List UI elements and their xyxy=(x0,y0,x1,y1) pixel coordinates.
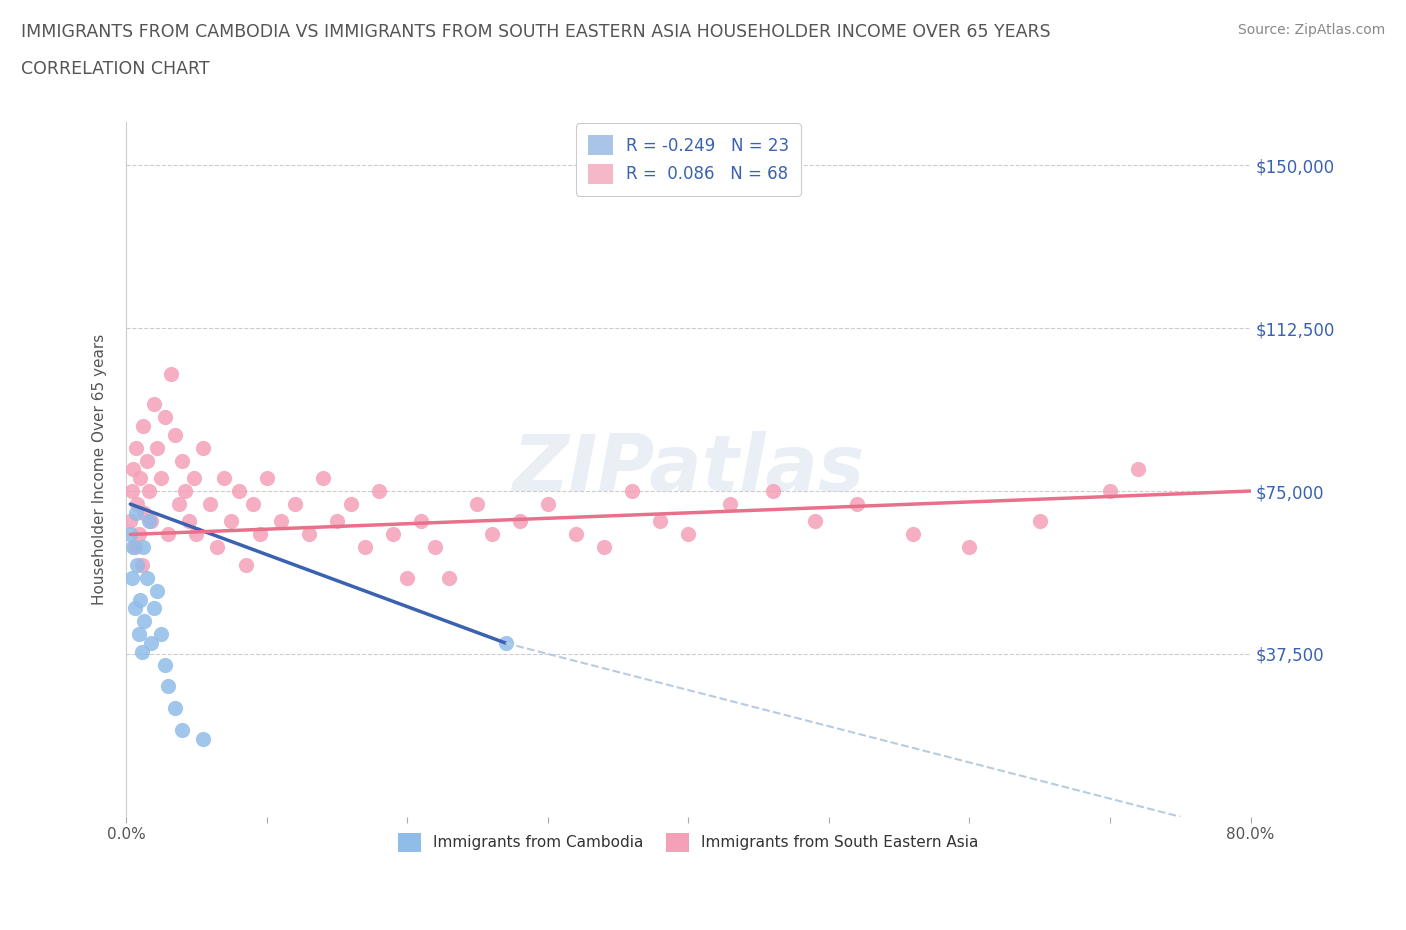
Point xyxy=(284,497,307,512)
Point xyxy=(901,527,924,542)
Point xyxy=(804,514,827,529)
Point xyxy=(326,514,349,529)
Point xyxy=(762,484,785,498)
Point xyxy=(128,527,150,542)
Point xyxy=(124,540,146,555)
Point xyxy=(368,484,391,498)
Point xyxy=(120,527,142,542)
Point xyxy=(155,658,177,672)
Point xyxy=(298,527,321,542)
Point xyxy=(121,570,143,585)
Point xyxy=(138,484,160,498)
Point xyxy=(720,497,742,512)
Point xyxy=(124,601,146,616)
Point xyxy=(132,540,155,555)
Point xyxy=(1098,484,1121,498)
Point xyxy=(146,440,169,455)
Point xyxy=(165,700,187,715)
Point xyxy=(143,601,166,616)
Point xyxy=(132,418,155,433)
Point xyxy=(169,497,191,512)
Point xyxy=(134,505,156,520)
Point xyxy=(678,527,700,542)
Point xyxy=(165,427,187,442)
Point xyxy=(186,527,208,542)
Point xyxy=(411,514,433,529)
Point xyxy=(174,484,197,498)
Point xyxy=(249,527,271,542)
Point xyxy=(157,527,180,542)
Point xyxy=(136,453,159,468)
Text: IMMIGRANTS FROM CAMBODIA VS IMMIGRANTS FROM SOUTH EASTERN ASIA HOUSEHOLDER INCOM: IMMIGRANTS FROM CAMBODIA VS IMMIGRANTS F… xyxy=(21,23,1050,41)
Point xyxy=(593,540,616,555)
Legend: Immigrants from Cambodia, Immigrants from South Eastern Asia: Immigrants from Cambodia, Immigrants fro… xyxy=(392,827,984,857)
Y-axis label: Householder Income Over 65 years: Householder Income Over 65 years xyxy=(93,334,107,604)
Point xyxy=(200,497,222,512)
Point xyxy=(122,540,145,555)
Point xyxy=(256,471,278,485)
Point xyxy=(382,527,405,542)
Point xyxy=(537,497,560,512)
Point xyxy=(846,497,869,512)
Point xyxy=(150,471,173,485)
Point xyxy=(235,557,257,572)
Point xyxy=(650,514,672,529)
Point xyxy=(193,731,215,746)
Point xyxy=(509,514,531,529)
Point xyxy=(128,627,150,642)
Point xyxy=(160,366,183,381)
Point xyxy=(179,514,201,529)
Point xyxy=(141,635,163,650)
Point xyxy=(1028,514,1050,529)
Point xyxy=(270,514,292,529)
Point xyxy=(621,484,644,498)
Point xyxy=(120,514,142,529)
Point xyxy=(396,570,419,585)
Point xyxy=(183,471,205,485)
Point xyxy=(228,484,250,498)
Text: Source: ZipAtlas.com: Source: ZipAtlas.com xyxy=(1237,23,1385,37)
Point xyxy=(221,514,243,529)
Point xyxy=(481,527,503,542)
Point xyxy=(121,484,143,498)
Point xyxy=(214,471,236,485)
Point xyxy=(141,514,163,529)
Point xyxy=(125,505,148,520)
Point xyxy=(129,592,152,607)
Point xyxy=(125,440,148,455)
Point xyxy=(495,635,517,650)
Point xyxy=(467,497,489,512)
Point xyxy=(138,514,160,529)
Point xyxy=(172,723,194,737)
Point xyxy=(1126,462,1149,477)
Text: CORRELATION CHART: CORRELATION CHART xyxy=(21,60,209,78)
Point xyxy=(129,471,152,485)
Point xyxy=(157,679,180,694)
Point xyxy=(957,540,980,555)
Point xyxy=(155,410,177,425)
Point xyxy=(150,627,173,642)
Point xyxy=(131,644,153,659)
Point xyxy=(143,397,166,412)
Point xyxy=(134,614,156,629)
Point xyxy=(439,570,461,585)
Point xyxy=(127,497,149,512)
Point xyxy=(127,557,149,572)
Point xyxy=(193,440,215,455)
Point xyxy=(207,540,229,555)
Point xyxy=(131,557,153,572)
Point xyxy=(340,497,363,512)
Point xyxy=(146,583,169,598)
Point xyxy=(136,570,159,585)
Point xyxy=(565,527,588,542)
Point xyxy=(122,462,145,477)
Point xyxy=(312,471,335,485)
Point xyxy=(172,453,194,468)
Point xyxy=(354,540,377,555)
Point xyxy=(425,540,447,555)
Point xyxy=(242,497,264,512)
Text: ZIPatlas: ZIPatlas xyxy=(512,432,865,508)
